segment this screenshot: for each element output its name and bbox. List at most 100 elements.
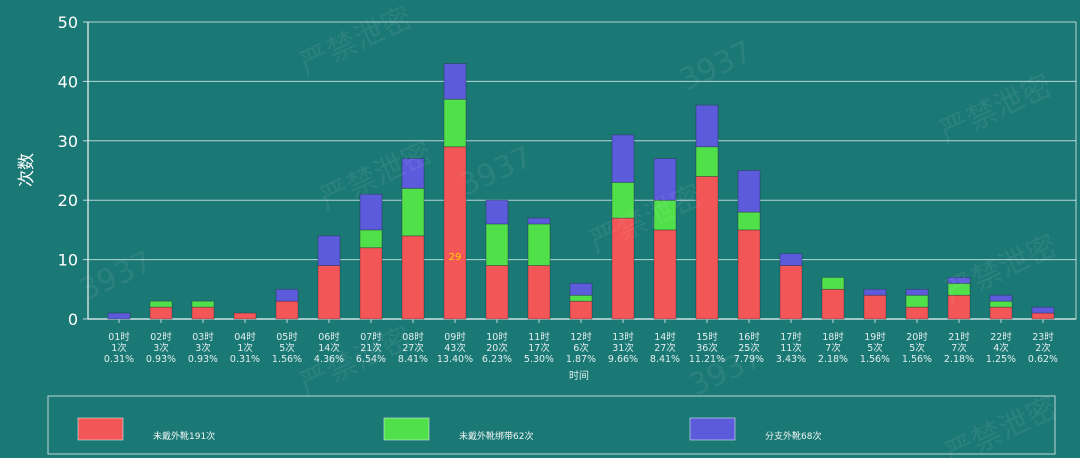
bar-segment[interactable] (485, 265, 509, 320)
bar-segment[interactable] (317, 265, 341, 320)
bar-segment[interactable] (737, 170, 761, 213)
bar-stack-21时 (947, 277, 971, 320)
bar-segment[interactable] (947, 277, 971, 284)
bar-stack-13时 (611, 134, 635, 320)
bar-segment[interactable] (275, 300, 299, 320)
x-tick-percent: 7.79% (734, 354, 764, 365)
bar-segment[interactable] (275, 288, 299, 302)
legend-swatch (689, 417, 736, 441)
bar-segment[interactable] (569, 282, 593, 296)
bar-segment[interactable] (653, 229, 677, 320)
bar-segment[interactable] (611, 134, 635, 183)
x-tick-percent: 0.62% (1028, 354, 1058, 365)
x-tick-hour: 12时 (570, 331, 592, 343)
annotation-layer: 29 (449, 252, 462, 263)
bar-segment[interactable] (695, 104, 719, 148)
bar-segment[interactable] (359, 229, 383, 249)
bar-segment[interactable] (485, 199, 509, 225)
bar-segment[interactable] (149, 306, 173, 320)
watermark-text: 严禁泄密 (939, 390, 1063, 458)
bar-segment[interactable] (401, 235, 425, 320)
bar-segment[interactable] (527, 217, 551, 225)
bar-stack-01时 (107, 312, 131, 320)
x-tick-count: 7次 (825, 342, 841, 354)
bar-segment[interactable] (779, 265, 803, 320)
watermark-text: 3937 (674, 34, 758, 98)
bar-stack-11时 (527, 217, 551, 320)
bar-segment[interactable] (443, 98, 467, 148)
bar-segment[interactable] (905, 288, 929, 296)
x-tick-count: 43次 (444, 342, 466, 354)
bar-segment[interactable] (191, 306, 215, 320)
bar-segment[interactable] (821, 277, 845, 290)
bar-segment[interactable] (359, 247, 383, 320)
bar-segment[interactable] (737, 211, 761, 231)
x-tick-count: 3次 (195, 342, 211, 354)
legend-box (47, 395, 1056, 455)
bar-segment[interactable] (569, 294, 593, 302)
bar-segment[interactable] (527, 223, 551, 266)
y-tick-label: 20 (58, 191, 78, 210)
legend-label: 分支外靴68次 (765, 430, 821, 442)
bar-segment[interactable] (401, 187, 425, 237)
bar-segment[interactable] (569, 300, 593, 320)
bar-segment[interactable] (191, 300, 215, 308)
bar-segment[interactable] (779, 253, 803, 266)
x-tick-percent: 1.87% (566, 354, 596, 365)
bar-segment[interactable] (821, 288, 845, 320)
bar-segment[interactable] (905, 294, 929, 308)
x-tick-count: 6次 (573, 342, 589, 354)
y-tick-label: 50 (58, 13, 78, 32)
bar-segment[interactable] (989, 294, 1013, 302)
bar-segment[interactable] (989, 306, 1013, 320)
bar-segment[interactable] (905, 306, 929, 320)
y-tick-label: 10 (58, 251, 78, 270)
x-tick-percent: 2.18% (944, 354, 974, 365)
bar-segment[interactable] (317, 235, 341, 266)
bar-segment[interactable] (149, 300, 173, 308)
legend-item[interactable]: 未戴外靴绑带62次 (383, 417, 533, 442)
bar-segment[interactable] (527, 265, 551, 320)
bar-segment[interactable] (1031, 312, 1055, 320)
bar-segment[interactable] (401, 158, 425, 189)
x-tick-hour: 07时 (360, 331, 382, 343)
bar-segment[interactable] (359, 193, 383, 231)
x-tick-percent: 5.30% (524, 354, 554, 365)
bar-segment[interactable] (737, 229, 761, 320)
bar-segment[interactable] (443, 63, 467, 100)
x-tick-hour: 02时 (150, 331, 172, 343)
bar-segment[interactable] (863, 288, 887, 296)
bar-segment[interactable] (107, 312, 131, 320)
bar-segment[interactable] (863, 294, 887, 320)
bar-segment[interactable] (233, 312, 257, 320)
bar-segment[interactable] (653, 158, 677, 201)
x-tick-count: 2次 (1035, 342, 1051, 354)
bar-stack-12时 (569, 282, 593, 320)
x-tick-percent: 4.36% (314, 354, 344, 365)
legend-label: 未戴外靴191次 (153, 430, 215, 442)
x-tick-count: 20次 (486, 342, 508, 354)
x-tick-percent: 1.56% (902, 354, 932, 365)
x-tick-count: 1次 (237, 342, 253, 354)
watermark-text: 严禁泄密 (294, 0, 418, 82)
x-tick-hour: 11时 (528, 331, 550, 343)
x-tick-count: 4次 (993, 342, 1009, 354)
watermark-text: 严禁泄密 (584, 178, 708, 260)
bar-segment[interactable] (1031, 306, 1055, 314)
legend-item[interactable]: 未戴外靴191次 (77, 417, 215, 442)
bar-segment[interactable] (485, 223, 509, 266)
bar-stack-03时 (191, 300, 215, 320)
x-tick-hour: 09时 (444, 331, 466, 343)
bar-segment[interactable] (989, 300, 1013, 308)
x-tick-hour: 23时 (1032, 331, 1054, 343)
x-tick-count: 27次 (654, 342, 676, 354)
x-tick-hour: 06时 (318, 331, 340, 343)
bar-segment[interactable] (695, 146, 719, 177)
x-tick-percent: 8.41% (398, 354, 428, 365)
x-tick-count: 5次 (867, 342, 883, 354)
x-tick-count: 27次 (402, 342, 424, 354)
watermark-text: 3937 (74, 244, 158, 308)
legend: 未戴外靴191次 未戴外靴绑带62次 分支外靴68次 (47, 395, 1056, 455)
legend-item[interactable]: 分支外靴68次 (689, 417, 821, 442)
